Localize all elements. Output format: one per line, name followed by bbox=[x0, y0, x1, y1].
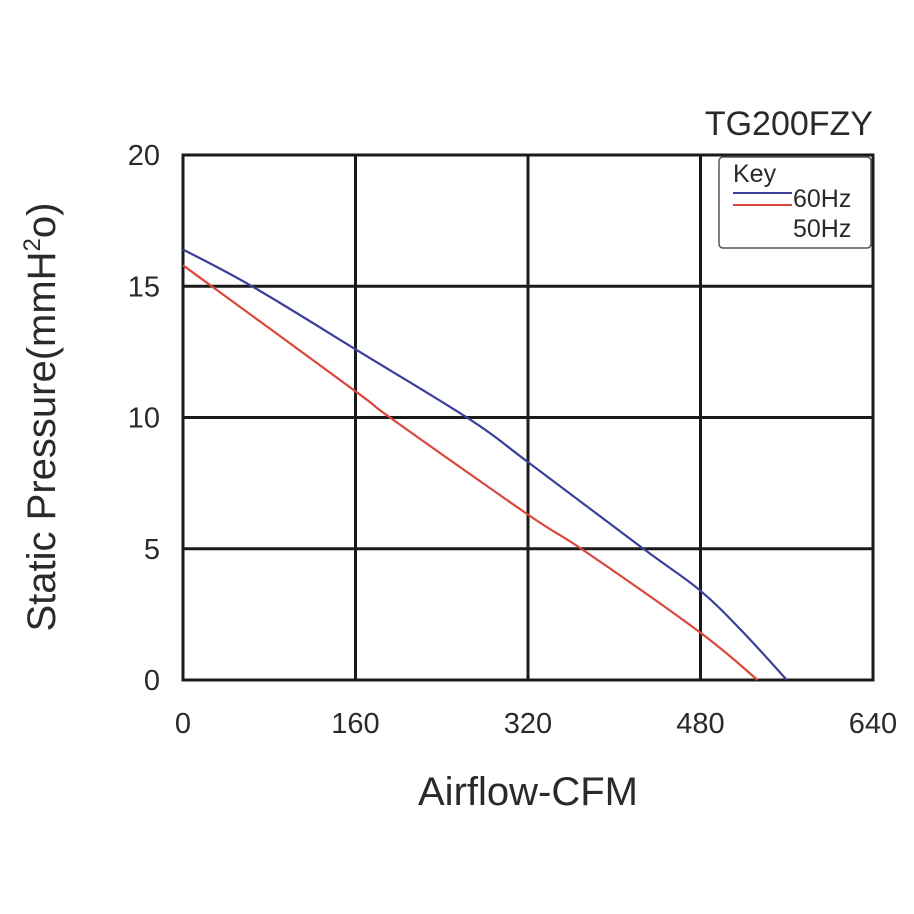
x-tick-label-480: 480 bbox=[676, 708, 724, 740]
tick-labels: 0 160 320 480 640 0 5 10 15 20 bbox=[128, 140, 897, 740]
y-tick-label-0: 0 bbox=[144, 665, 160, 697]
legend-label-50hz: 50Hz bbox=[793, 215, 851, 243]
y-tick-label-5: 5 bbox=[144, 534, 160, 566]
x-tick-label-0: 0 bbox=[175, 708, 191, 740]
legend-title: Key bbox=[733, 160, 777, 188]
legend: Key 60Hz 50Hz bbox=[718, 156, 872, 249]
y-tick-label-10: 10 bbox=[128, 403, 160, 435]
y-tick-label-15: 15 bbox=[128, 271, 160, 303]
y-tick-label-20: 20 bbox=[128, 140, 160, 172]
x-axis-title: Airflow-CFM bbox=[418, 770, 638, 814]
series-line-60hz bbox=[182, 248, 788, 681]
legend-label-60hz: 60Hz bbox=[793, 185, 851, 213]
x-tick-label-160: 160 bbox=[331, 708, 379, 740]
x-tick-label-640: 640 bbox=[849, 708, 897, 740]
x-tick-label-320: 320 bbox=[504, 708, 552, 740]
series-lines bbox=[182, 248, 788, 681]
grid-lines bbox=[183, 155, 873, 680]
series-line-50hz bbox=[182, 264, 759, 681]
chart-title: TG200FZY bbox=[705, 105, 873, 143]
legend-box bbox=[718, 156, 872, 249]
plot-frame bbox=[181, 153, 875, 682]
y-axis-title: Static Pressure(mmH2o) bbox=[19, 203, 64, 632]
